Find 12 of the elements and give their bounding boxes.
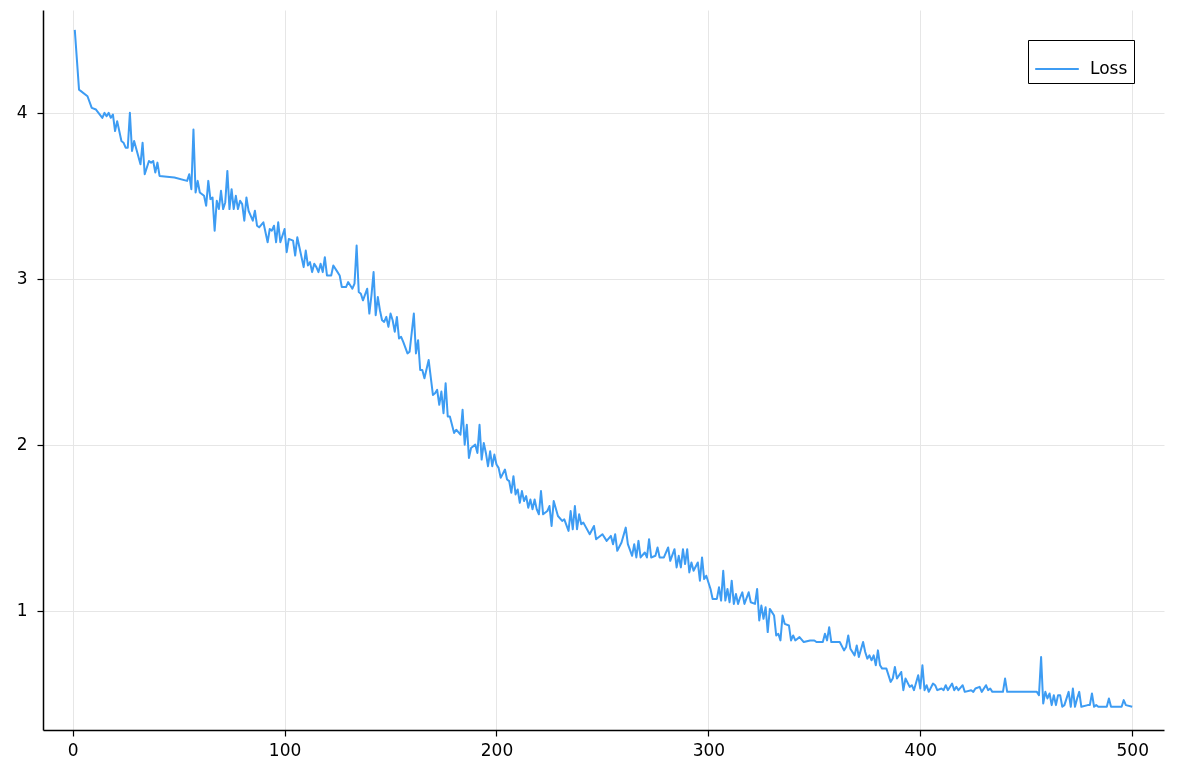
x-tick-label: 500 — [1116, 739, 1149, 760]
y-tick-label: 2 — [16, 434, 28, 455]
y-tick-label: 4 — [16, 102, 28, 123]
x-tick-label: 100 — [268, 739, 302, 760]
legend-label: Loss — [1090, 58, 1128, 78]
x-tick-label: 300 — [692, 739, 726, 760]
y-tick-label: 3 — [16, 268, 28, 289]
x-tick-label: 0 — [67, 739, 79, 760]
y-tick-label: 1 — [16, 600, 28, 621]
line-series — [73, 28, 1134, 708]
x-tick-label: 400 — [904, 739, 938, 760]
x-tick-label: 200 — [480, 739, 514, 760]
